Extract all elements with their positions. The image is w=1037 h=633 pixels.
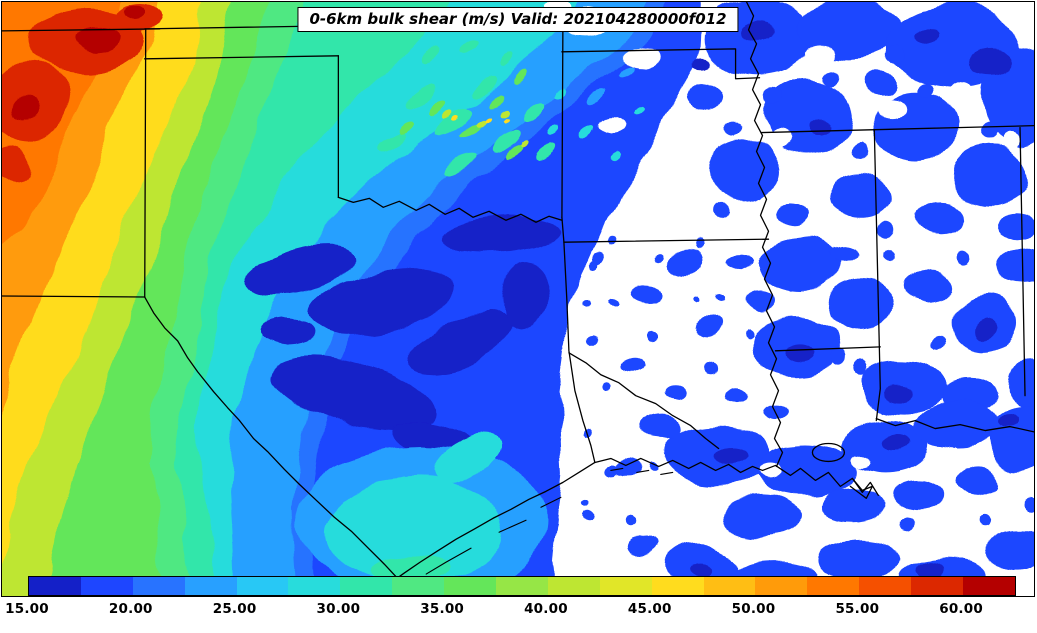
title-box: 0-6km bulk shear (m/s) Valid: 2021042800…	[297, 7, 739, 32]
tick-label: 55.00	[835, 601, 880, 617]
tick-label: 40.00	[524, 601, 568, 617]
tick-label: 50.00	[731, 601, 776, 617]
colorbar-segment	[859, 577, 912, 595]
tick-label: 30.00	[316, 601, 361, 617]
colorbar-segment	[444, 577, 497, 595]
colorbar-segment	[911, 577, 964, 595]
shear-field-svg	[2, 2, 1034, 596]
colorbar-tick-labels: 15.00 20.00 25.00 30.00 35.00 40.00 45.00 50.00…	[1, 601, 1036, 625]
colorbar-segment	[547, 577, 600, 595]
colorbar-segment	[392, 577, 445, 595]
tick-label: 20.00	[108, 601, 153, 617]
map-title: 0-6km bulk shear (m/s) Valid: 2021042800…	[309, 10, 727, 28]
shear-field	[2, 2, 1034, 596]
colorbar-segment	[755, 577, 808, 595]
colorbar-segment	[496, 577, 548, 595]
tick-label: 45.00	[627, 601, 672, 617]
colorbar-segment	[236, 577, 289, 595]
colorbar-segment	[132, 577, 185, 595]
colorbar-segment	[963, 577, 1015, 595]
tick-label: 25.00	[212, 601, 257, 617]
colorbar-segment	[703, 577, 756, 595]
weather-map: 0-6km bulk shear (m/s) Valid: 2021042800…	[1, 1, 1035, 597]
colorbar-segment	[29, 577, 81, 595]
tick-label: 15.00	[5, 601, 49, 617]
colorbar-segment	[288, 577, 341, 595]
colorbar-segment	[599, 577, 652, 595]
tick-label: 60.00	[939, 601, 983, 617]
colorbar	[28, 576, 1016, 596]
colorbar-segment	[184, 577, 237, 595]
tick-label: 35.00	[420, 601, 465, 617]
colorbar-segment	[651, 577, 704, 595]
colorbar-segment	[80, 577, 133, 595]
colorbar-segment	[340, 577, 393, 595]
colorbar-segment	[807, 577, 860, 595]
